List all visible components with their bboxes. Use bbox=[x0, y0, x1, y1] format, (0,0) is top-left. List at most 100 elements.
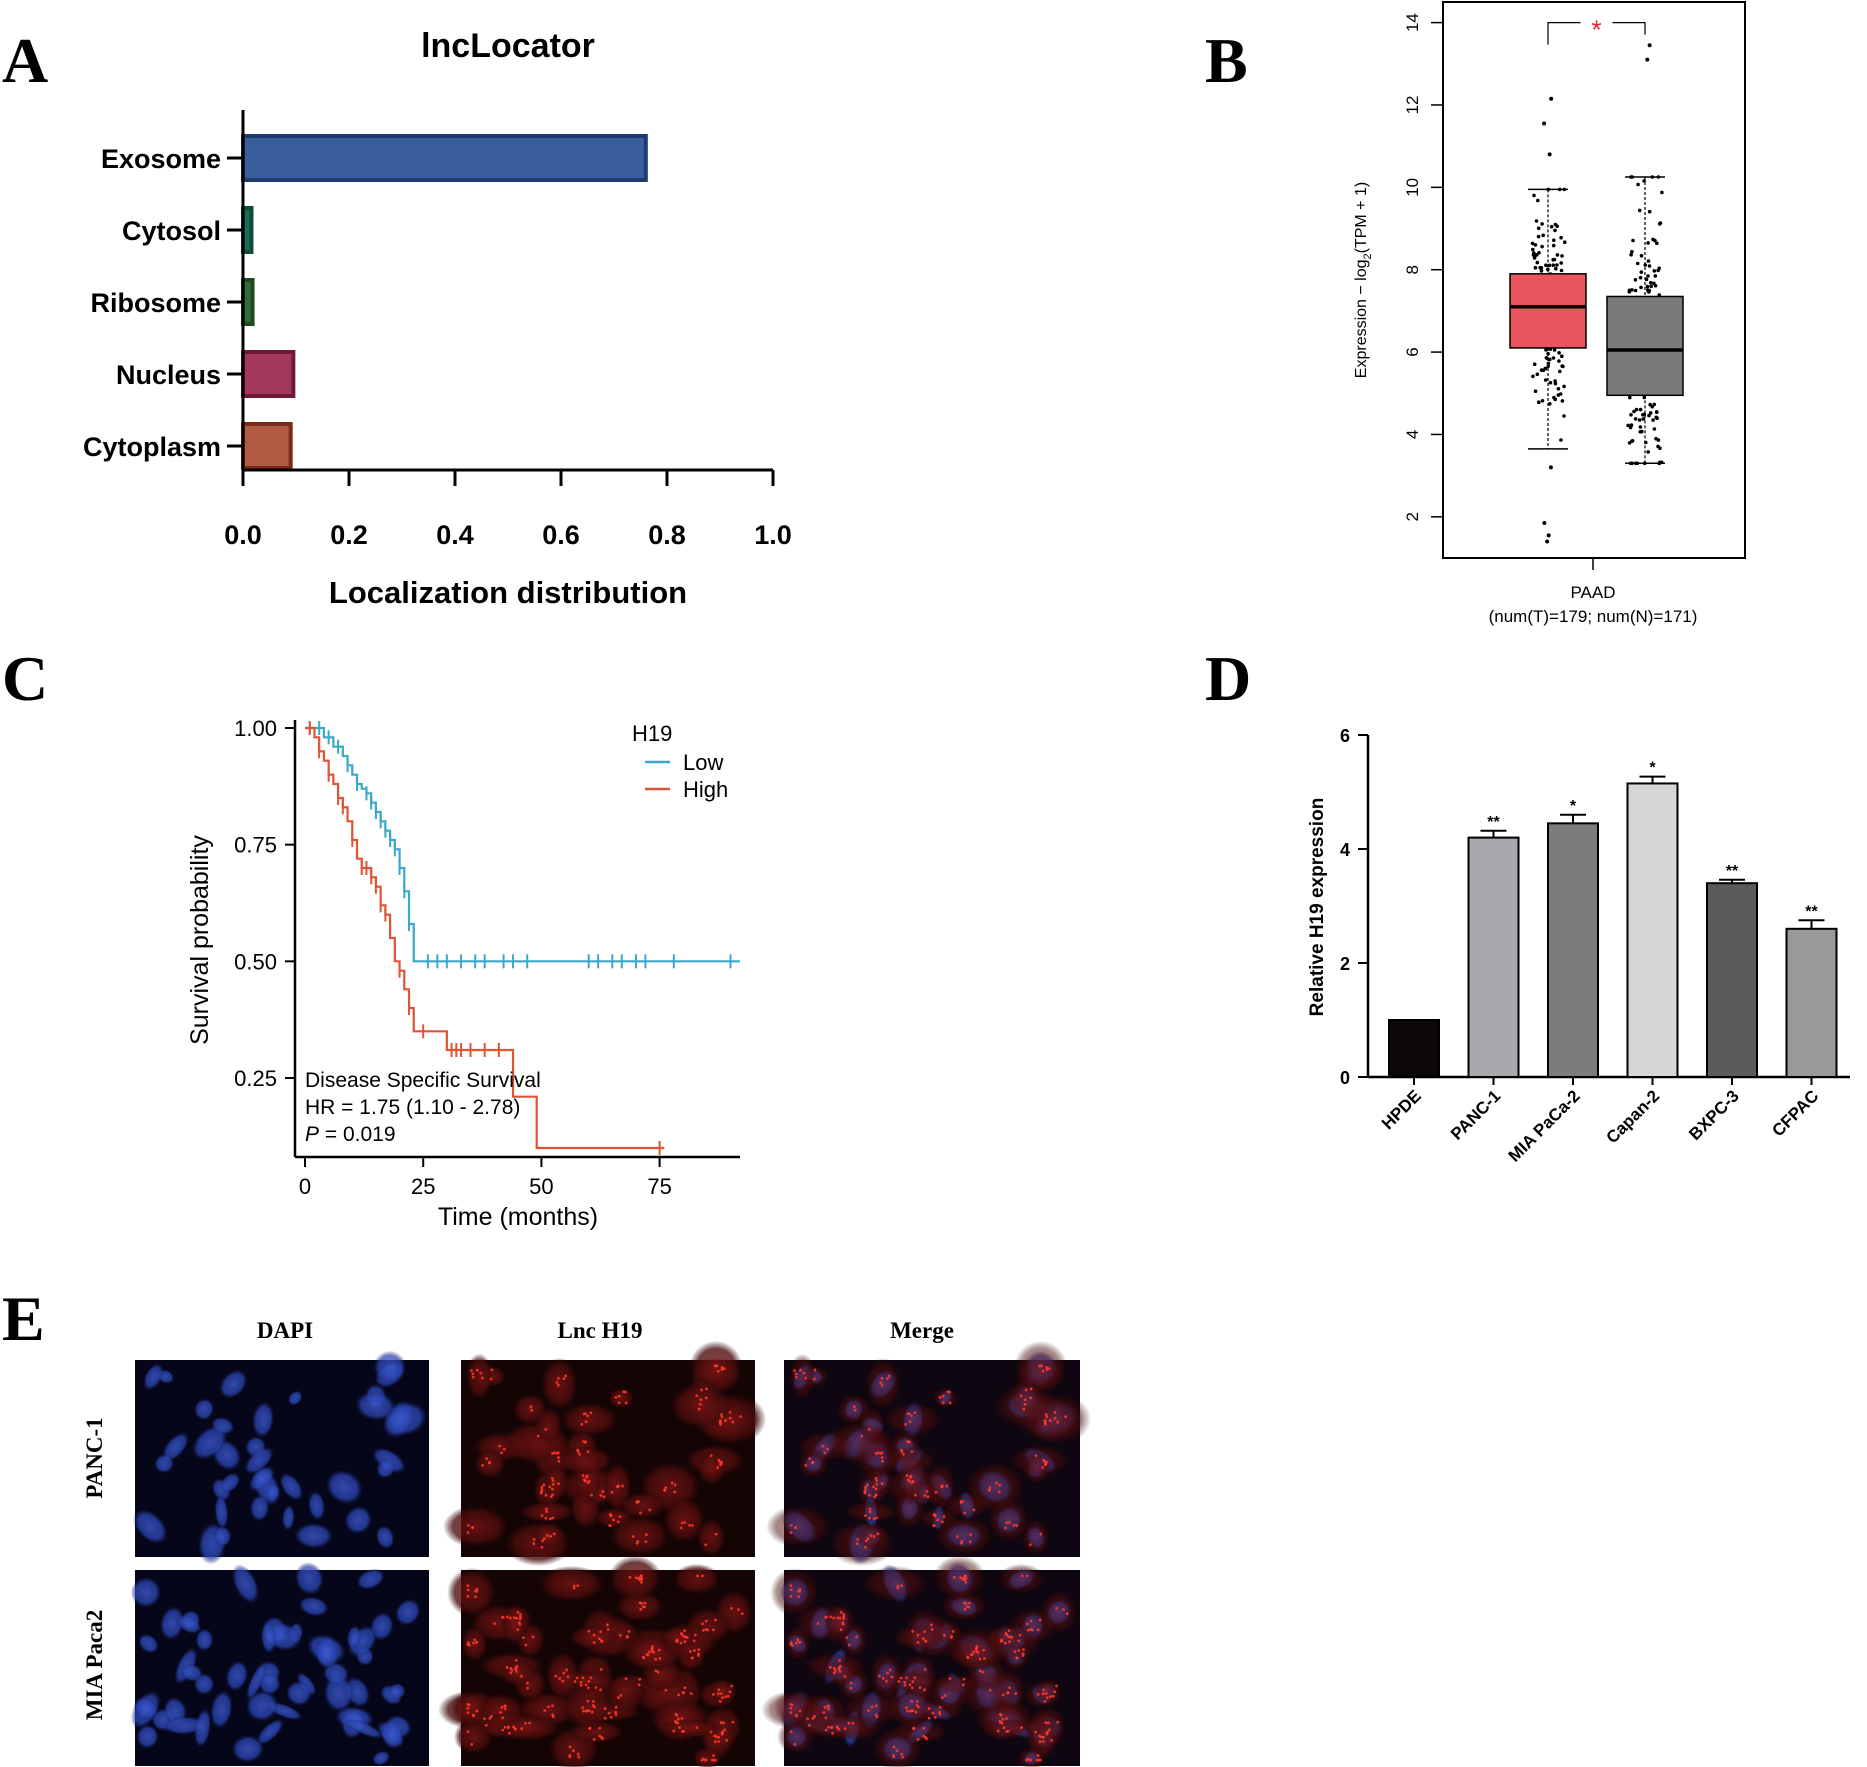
point-normal bbox=[1627, 290, 1632, 294]
h19-puncta bbox=[536, 1434, 540, 1438]
h19-puncta bbox=[845, 1636, 849, 1640]
h19-puncta bbox=[490, 1368, 494, 1372]
h19-puncta bbox=[520, 1727, 524, 1731]
h19-puncta bbox=[714, 1618, 717, 1622]
point-tumor bbox=[1534, 219, 1539, 223]
h19-puncta bbox=[642, 1656, 646, 1660]
h19-puncta bbox=[614, 1713, 618, 1716]
h19-puncta bbox=[1018, 1633, 1022, 1637]
h19-puncta bbox=[922, 1726, 926, 1730]
point-tumor bbox=[1535, 260, 1540, 265]
chart-c-legend-low: Low bbox=[683, 750, 723, 775]
h19-puncta bbox=[988, 1486, 992, 1490]
h19-puncta bbox=[835, 1725, 839, 1729]
h19-puncta bbox=[1045, 1696, 1049, 1700]
h19-puncta bbox=[739, 1415, 743, 1419]
cytoplasm-signal bbox=[891, 1624, 945, 1650]
h19-puncta bbox=[544, 1516, 548, 1520]
h19-puncta bbox=[1007, 1521, 1011, 1524]
nucleus bbox=[394, 1598, 421, 1626]
h19-puncta bbox=[608, 1524, 612, 1527]
h19-puncta bbox=[1000, 1638, 1003, 1642]
h19-puncta bbox=[592, 1700, 595, 1703]
h19-puncta bbox=[624, 1677, 628, 1680]
h19-puncta bbox=[900, 1450, 904, 1454]
h19-puncta bbox=[789, 1584, 793, 1588]
h19-puncta bbox=[963, 1607, 967, 1611]
h19-puncta bbox=[1023, 1402, 1027, 1406]
h19-puncta bbox=[972, 1650, 976, 1654]
h19-puncta bbox=[880, 1482, 884, 1486]
h19-puncta bbox=[592, 1641, 596, 1644]
micrograph-mia-paca2-lnc-h19 bbox=[438, 1555, 755, 1767]
b-y-tick-label-12: 12 bbox=[1403, 96, 1422, 115]
h19-puncta bbox=[880, 1383, 884, 1387]
nucleus bbox=[346, 1625, 362, 1650]
bar-exosome bbox=[241, 134, 648, 182]
h19-puncta bbox=[645, 1533, 648, 1537]
h19-puncta bbox=[609, 1715, 613, 1719]
h19-puncta bbox=[676, 1717, 680, 1721]
h19-puncta bbox=[716, 1692, 720, 1696]
h19-puncta bbox=[938, 1710, 942, 1714]
h19-puncta bbox=[589, 1676, 593, 1680]
h19-puncta bbox=[643, 1601, 647, 1605]
h19-puncta bbox=[503, 1707, 507, 1711]
point-normal bbox=[1638, 275, 1643, 280]
h19-puncta bbox=[603, 1707, 607, 1710]
h19-puncta bbox=[868, 1516, 871, 1520]
h19-puncta bbox=[911, 1629, 915, 1633]
h19-puncta bbox=[866, 1483, 869, 1487]
h19-puncta bbox=[1026, 1628, 1030, 1632]
h19-puncta bbox=[645, 1653, 649, 1656]
h19-puncta bbox=[731, 1720, 735, 1724]
h19-puncta bbox=[823, 1451, 827, 1455]
y-tick-label-cytoplasm: Cytoplasm bbox=[83, 432, 221, 462]
h19-puncta bbox=[880, 1451, 884, 1455]
point-tumor bbox=[1553, 397, 1557, 402]
h19-puncta bbox=[509, 1671, 513, 1675]
nucleus bbox=[138, 1633, 159, 1654]
h19-puncta bbox=[955, 1535, 959, 1538]
point-normal bbox=[1637, 208, 1642, 213]
h19-puncta bbox=[688, 1523, 691, 1527]
h19-puncta bbox=[948, 1401, 952, 1405]
h19-puncta bbox=[1009, 1635, 1013, 1639]
h19-puncta bbox=[551, 1483, 555, 1486]
h19-puncta bbox=[724, 1695, 727, 1699]
point-normal bbox=[1646, 274, 1650, 278]
point-tumor bbox=[1536, 226, 1541, 231]
y-tick-label-exosome: Exosome bbox=[101, 144, 221, 174]
h19-puncta bbox=[978, 1657, 982, 1661]
h19-puncta bbox=[996, 1729, 1000, 1733]
micrograph-panc-1-dapi bbox=[132, 1350, 429, 1565]
h19-puncta bbox=[704, 1396, 708, 1400]
h19-puncta bbox=[720, 1413, 723, 1416]
h19-puncta bbox=[1039, 1532, 1043, 1536]
h19-puncta bbox=[855, 1635, 858, 1639]
h19-puncta bbox=[943, 1633, 946, 1637]
h19-puncta bbox=[1005, 1730, 1009, 1733]
point-tumor bbox=[1553, 222, 1558, 227]
h19-puncta bbox=[714, 1532, 718, 1536]
cytoplasm-signal bbox=[447, 1567, 497, 1617]
h19-puncta bbox=[557, 1383, 560, 1387]
box-normal bbox=[1606, 295, 1684, 397]
cytoplasm-signal bbox=[867, 1464, 893, 1502]
h19-puncta bbox=[730, 1606, 733, 1610]
h19-puncta bbox=[683, 1686, 687, 1690]
h19-puncta bbox=[551, 1704, 554, 1708]
h19-puncta bbox=[639, 1607, 643, 1611]
h19-puncta bbox=[959, 1576, 962, 1580]
h19-puncta bbox=[930, 1628, 934, 1631]
h19-puncta bbox=[532, 1542, 536, 1545]
nucleus bbox=[210, 1689, 233, 1730]
cytoplasm-signal bbox=[823, 1658, 860, 1687]
h19-puncta bbox=[471, 1375, 475, 1379]
cytoplasm-signal bbox=[442, 1505, 510, 1548]
point-tumor bbox=[1552, 238, 1556, 242]
h19-puncta bbox=[676, 1721, 680, 1725]
h19-puncta bbox=[1042, 1740, 1045, 1743]
h19-puncta bbox=[475, 1368, 479, 1372]
h19-puncta bbox=[518, 1617, 522, 1621]
